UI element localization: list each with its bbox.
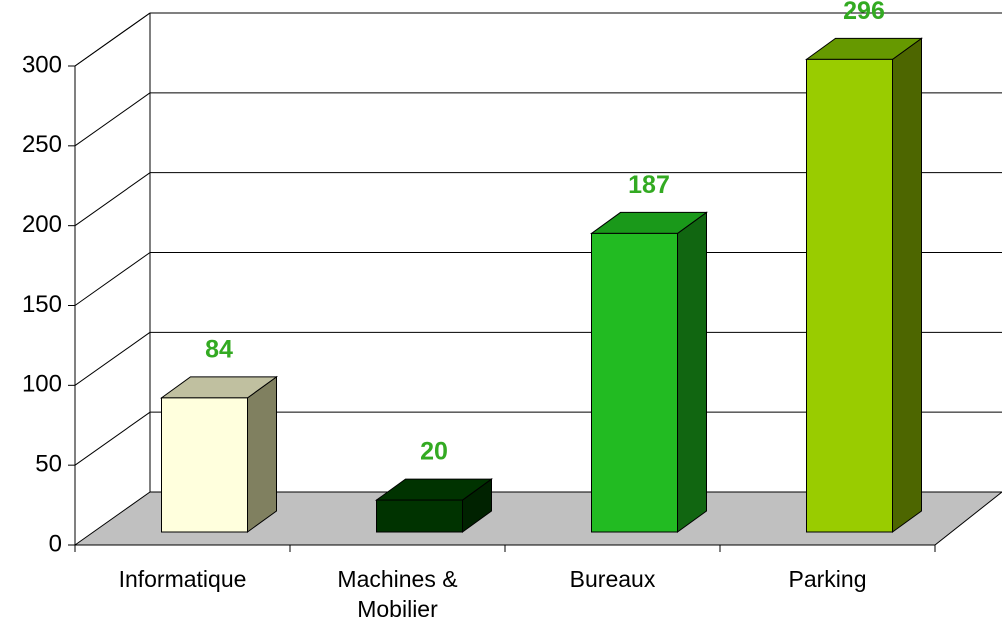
grid-line bbox=[74, 12, 151, 67]
y-tick-label: 50 bbox=[35, 451, 62, 478]
grid-line bbox=[74, 331, 151, 386]
value-label: 84 bbox=[205, 335, 233, 363]
x-tick-label: Bureaux bbox=[569, 566, 656, 592]
value-label: 20 bbox=[420, 438, 448, 466]
y-tick-label: 250 bbox=[22, 131, 62, 158]
bar bbox=[161, 397, 248, 533]
grid-line bbox=[74, 252, 151, 306]
y-tick-label: 300 bbox=[22, 51, 62, 78]
bar bbox=[806, 58, 893, 533]
x-tick-label: Parking bbox=[788, 566, 867, 592]
y-tick-label: 150 bbox=[22, 291, 62, 318]
y-tick-label: 0 bbox=[49, 530, 62, 557]
bar-side bbox=[677, 211, 707, 533]
value-label: 187 bbox=[628, 171, 670, 199]
grid-line bbox=[74, 92, 151, 147]
y-tick-label: 200 bbox=[22, 211, 62, 238]
bar bbox=[376, 499, 463, 533]
grid-line bbox=[74, 411, 151, 466]
value-label: 296 bbox=[843, 0, 885, 25]
x-tick-label: Informatique bbox=[118, 566, 247, 592]
bar-side bbox=[247, 375, 277, 533]
bar bbox=[591, 232, 678, 533]
bar-side bbox=[892, 37, 922, 533]
grid-line bbox=[74, 172, 151, 227]
x-tick-label: Machines & Mobilier bbox=[337, 566, 458, 622]
y-tick-label: 100 bbox=[22, 371, 62, 398]
